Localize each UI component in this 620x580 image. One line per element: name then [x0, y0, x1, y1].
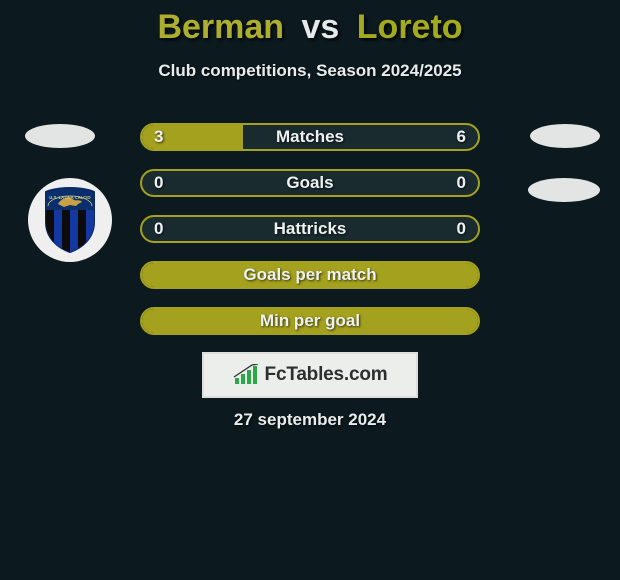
stat-bar: Matches3 6 [140, 123, 480, 151]
bar-value-left: 0 [154, 217, 163, 241]
bar-value-right: 0 [457, 217, 466, 241]
stat-bar: Goals per match [140, 261, 480, 289]
bar-label: Hattricks [142, 217, 478, 241]
brand-chart-icon [233, 364, 259, 386]
subtitle: Club competitions, Season 2024/2025 [0, 61, 620, 81]
svg-text:U.S. LATINA CALCIO: U.S. LATINA CALCIO [49, 195, 91, 200]
bar-value-left: 0 [154, 171, 163, 195]
shield-icon: U.S. LATINA CALCIO [40, 186, 100, 254]
player1-avatar-placeholder [25, 124, 95, 148]
bar-label: Min per goal [142, 309, 478, 333]
brand-box: FcTables.com [202, 352, 418, 398]
date-text: 27 september 2024 [0, 410, 620, 430]
stat-bar: Goals0 0 [140, 169, 480, 197]
player2-name: Loreto [357, 8, 463, 46]
player1-name: Berman [157, 8, 284, 46]
bar-value-left: 3 [154, 125, 163, 149]
bar-label: Goals [142, 171, 478, 195]
stat-bar: Min per goal [140, 307, 480, 335]
vs-text: vs [302, 8, 340, 46]
brand-text: FcTables.com [265, 364, 388, 386]
bar-value-right: 6 [457, 125, 466, 149]
bar-label: Goals per match [142, 263, 478, 287]
player2-club-placeholder [528, 178, 600, 202]
title: Berman vs Loreto [0, 0, 620, 47]
bar-label: Matches [142, 125, 478, 149]
bar-value-right: 0 [457, 171, 466, 195]
stat-bar: Hattricks0 0 [140, 215, 480, 243]
player2-avatar-placeholder [530, 124, 600, 148]
comparison-bars: Matches36Goals00Hattricks00Goals per mat… [140, 123, 480, 353]
player1-club-badge: U.S. LATINA CALCIO [28, 178, 112, 262]
